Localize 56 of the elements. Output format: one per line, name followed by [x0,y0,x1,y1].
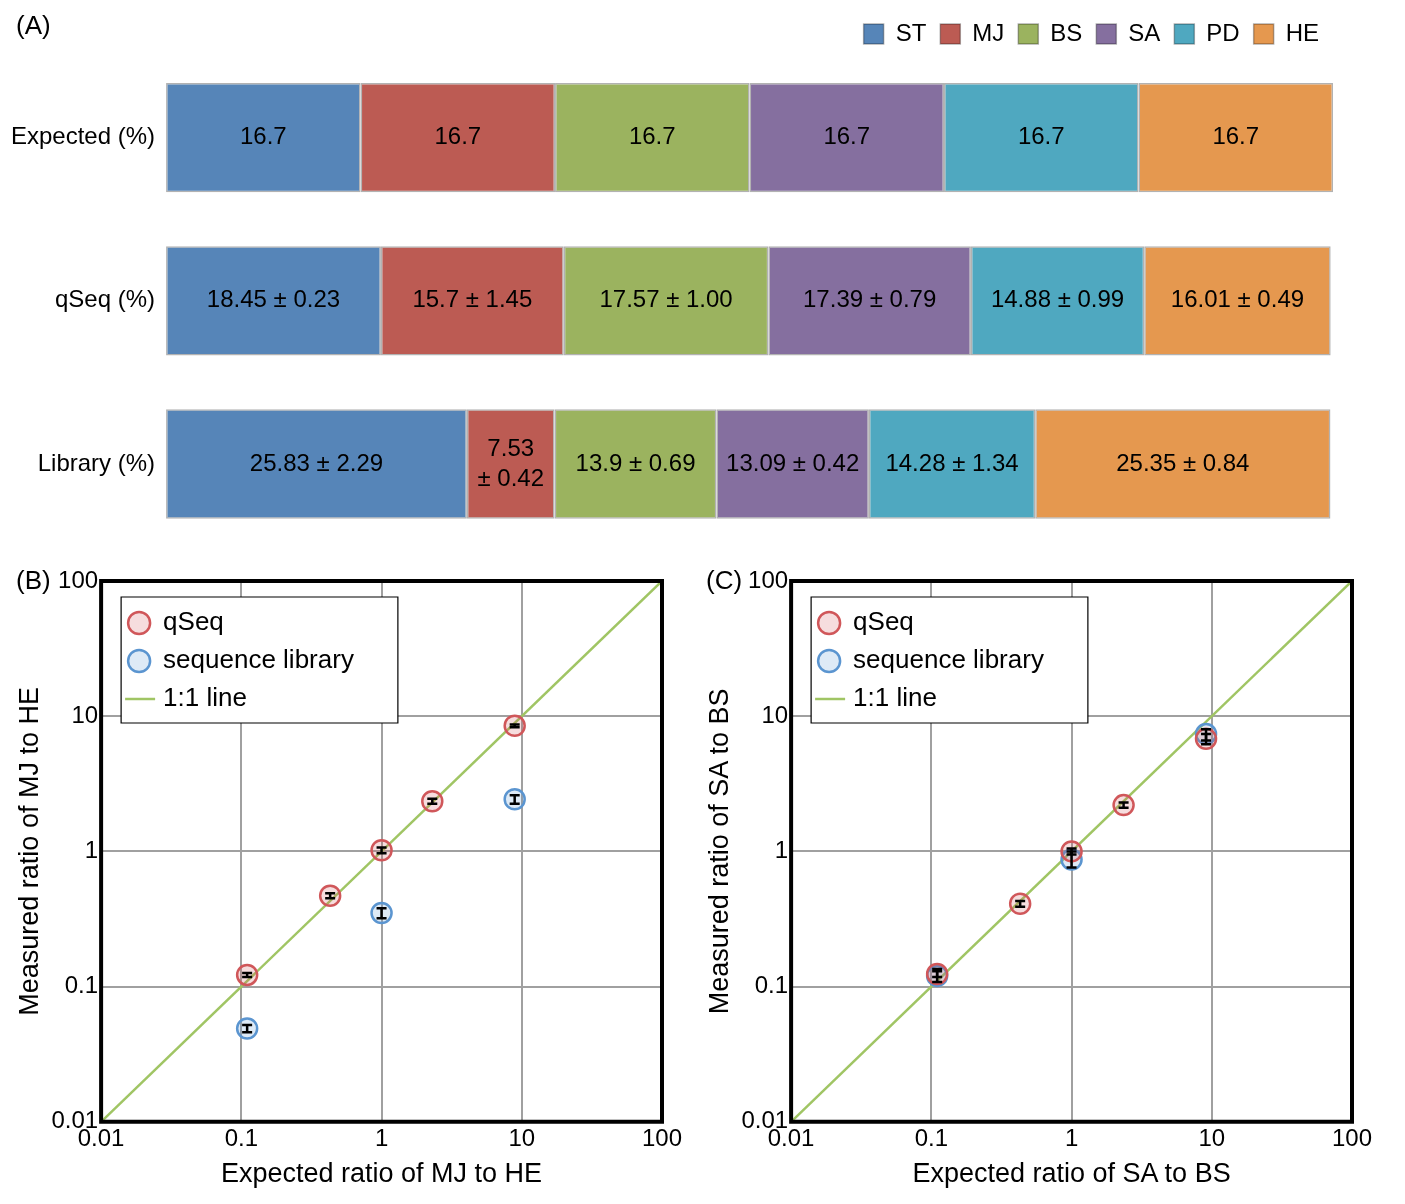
y-tick-label: 0.1 [754,971,789,999]
legend-label: MJ [972,18,1005,46]
data-label: 16.01 ± 0.49 [1170,285,1305,313]
data-label: 16.7 [628,122,676,150]
x-tick-label: 10 [508,1123,536,1151]
y-tick-label: 100 [748,565,789,593]
data-label: 25.83 ± 2.29 [249,448,384,476]
data-label: 16.7 [434,122,482,150]
data-label: 15.7 ± 1.45 [412,285,533,313]
data-label: 17.57 ± 1.00 [599,285,733,313]
x-tick-label: 0.1 [224,1123,259,1151]
y-tick-label: 1 [774,836,789,864]
text: (B) [16,565,51,596]
data-label: 16.7 [1212,122,1260,150]
text: (A) [16,10,51,41]
data-label: 16.7 [1017,122,1065,150]
legend-label: 1:1 line [163,682,247,713]
y-tick-label: Expected (%) [11,122,156,150]
x-axis-title: Expected ratio of MJ to HE [220,1158,543,1189]
legend-label: sequence library [853,644,1044,675]
legend-label: qSeq [853,606,914,637]
y-tick-label: 0.1 [64,971,99,999]
y-tick-label: 10 [761,700,789,728]
data-label: 7.53 ± 0.42 [477,433,545,491]
data-label: 16.7 [823,122,871,150]
data-label: 13.09 ± 0.42 [726,448,860,476]
data-label: 13.9 ± 0.69 [575,448,696,476]
y-tick-label: qSeq (%) [55,285,156,313]
y-tick-label: 1 [84,836,99,864]
legend-label: SA [1128,18,1161,46]
legend-label: ST [895,18,927,46]
x-tick-label: 100 [1331,1123,1373,1151]
y-tick-label: 100 [58,565,99,593]
y-axis-title: Measured ratio of SA to BS [703,688,734,1015]
data-label: 17.39 ± 0.79 [803,285,937,313]
data-label: 14.88 ± 0.99 [990,285,1125,313]
data-label: 16.7 [239,122,287,150]
x-tick-label: 10 [1198,1123,1226,1151]
legend-label: qSeq [163,606,224,637]
data-label: 18.45 ± 0.23 [206,285,341,313]
data-label: 25.35 ± 0.84 [1116,448,1250,476]
legend-label: HE [1285,18,1319,46]
y-tick-label: Library (%) [37,448,156,476]
text: (C) [706,565,743,596]
legend-label: 1:1 line [853,682,937,713]
legend-label: sequence library [163,644,354,675]
y-tick-label: 10 [71,700,99,728]
x-tick-label: 0.1 [914,1123,949,1151]
x-tick-label: 1 [374,1123,389,1151]
legend-label: PD [1206,18,1240,46]
x-axis-title: Expected ratio of SA to BS [912,1158,1231,1189]
legend-label: BS [1050,18,1083,46]
y-axis-title: Measured ratio of MJ to HE [13,687,44,1016]
x-tick-label: 100 [641,1123,683,1151]
x-tick-label: 1 [1064,1123,1079,1151]
data-label: 14.28 ± 1.34 [885,448,1019,476]
